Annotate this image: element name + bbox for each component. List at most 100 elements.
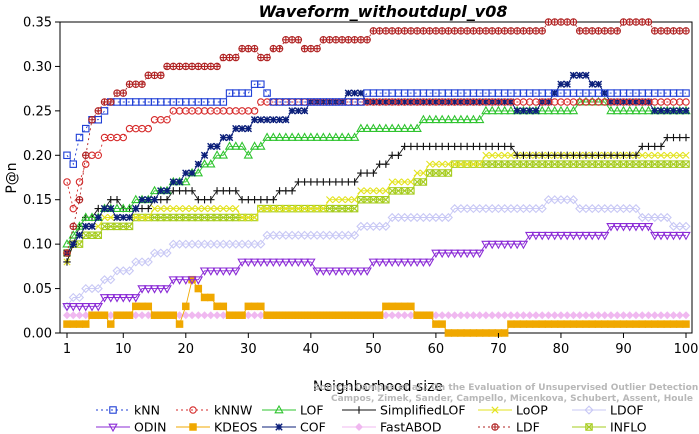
point-cof	[188, 169, 196, 177]
point-fastabod	[625, 311, 634, 320]
legend-marker-ldf	[491, 423, 499, 431]
point-odin	[506, 240, 516, 250]
point-ldf	[94, 107, 103, 115]
point-fastabod	[444, 311, 453, 320]
point-fastabod	[575, 311, 584, 320]
point-simplifiedlof	[594, 151, 603, 159]
point-kdeos	[207, 293, 215, 302]
point-odin	[218, 267, 229, 276]
point-fastabod	[250, 311, 259, 320]
point-simplifiedlof	[632, 151, 640, 159]
legend-marker-fastabod	[355, 423, 363, 431]
point-lof	[381, 123, 391, 132]
point-ldof	[643, 212, 654, 223]
point-fastabod	[200, 311, 209, 320]
point-odin	[237, 258, 247, 268]
point-ldf	[163, 62, 171, 71]
point-fastabod	[219, 311, 228, 320]
point-ldf	[357, 36, 365, 44]
point-fastabod	[563, 311, 572, 320]
point-odin	[243, 258, 254, 268]
point-simplifiedlof	[313, 178, 321, 186]
point-simplifiedlof	[425, 142, 434, 151]
point-fastabod	[481, 311, 490, 320]
point-odin	[174, 276, 185, 285]
point-odin	[381, 258, 391, 268]
point-ldof	[662, 212, 672, 223]
point-lof	[443, 114, 454, 124]
point-simplifiedlof	[144, 204, 152, 213]
point-odin	[468, 249, 479, 259]
point-kdeos	[182, 302, 190, 311]
point-kdeos	[650, 320, 659, 328]
point-kdeos	[82, 320, 90, 328]
point-cof	[294, 107, 303, 115]
point-ldof	[231, 239, 241, 249]
legend-item-ldf: LDF	[478, 420, 540, 434]
point-odin	[137, 285, 147, 294]
point-kdeos	[288, 311, 296, 319]
point-kdeos	[282, 311, 290, 319]
series-kdeos	[63, 275, 690, 337]
point-cof	[532, 107, 540, 115]
point-lof	[243, 150, 254, 159]
point-kdeos	[69, 320, 78, 328]
point-ldof	[262, 230, 272, 240]
point-kdeos	[125, 311, 134, 319]
point-ldof	[350, 230, 360, 240]
point-odin	[412, 258, 422, 268]
point-kdeos	[382, 302, 390, 311]
point-loop	[507, 151, 515, 159]
point-lof	[324, 132, 335, 141]
point-knnw	[163, 115, 171, 124]
point-loop	[225, 205, 234, 213]
point-kdeos	[132, 302, 140, 311]
point-loop	[207, 205, 215, 213]
point-ldf	[125, 80, 134, 88]
point-ldf	[407, 27, 415, 35]
point-kdeos	[275, 311, 284, 319]
point-ldof	[112, 266, 122, 276]
point-ldf	[82, 151, 90, 159]
point-kdeos	[138, 302, 146, 311]
point-ldf	[200, 62, 209, 71]
point-loop	[438, 160, 446, 168]
point-kdeos	[225, 311, 234, 319]
legend-item-simplifiedlof: SimplifiedLOF	[342, 403, 466, 418]
point-loop	[663, 151, 671, 159]
point-simplifiedlof	[413, 142, 421, 151]
point-odin	[624, 223, 635, 232]
point-simplifiedlof	[469, 142, 478, 151]
point-lof	[337, 132, 347, 141]
point-lof	[537, 105, 547, 115]
point-cof	[125, 213, 134, 222]
point-ldf	[288, 36, 296, 44]
point-ldof	[68, 292, 78, 303]
point-fastabod	[244, 311, 253, 320]
point-knn	[450, 89, 459, 97]
point-ldof	[206, 239, 216, 249]
point-ldof	[387, 212, 397, 223]
point-ldf	[257, 53, 265, 62]
legend-label-cof: COF	[300, 420, 326, 434]
point-loop	[382, 187, 390, 195]
point-lof	[356, 123, 366, 132]
legend-label-ldof: LDOF	[610, 403, 644, 418]
point-ldf	[450, 27, 459, 35]
point-simplifiedlof	[288, 187, 296, 195]
point-cof	[232, 124, 240, 133]
point-lof	[393, 123, 404, 132]
point-fastabod	[594, 311, 603, 320]
legend-marker-inflo	[585, 423, 593, 431]
point-ldof	[243, 239, 253, 249]
point-odin	[281, 258, 291, 268]
point-cof	[150, 196, 159, 204]
point-ldof	[456, 204, 466, 214]
point-ldf	[500, 27, 509, 35]
point-ldof	[593, 204, 604, 214]
point-cof	[682, 107, 690, 115]
point-simplifiedlof	[463, 142, 471, 151]
point-ldf	[638, 18, 646, 26]
point-simplifiedlof	[94, 204, 102, 213]
